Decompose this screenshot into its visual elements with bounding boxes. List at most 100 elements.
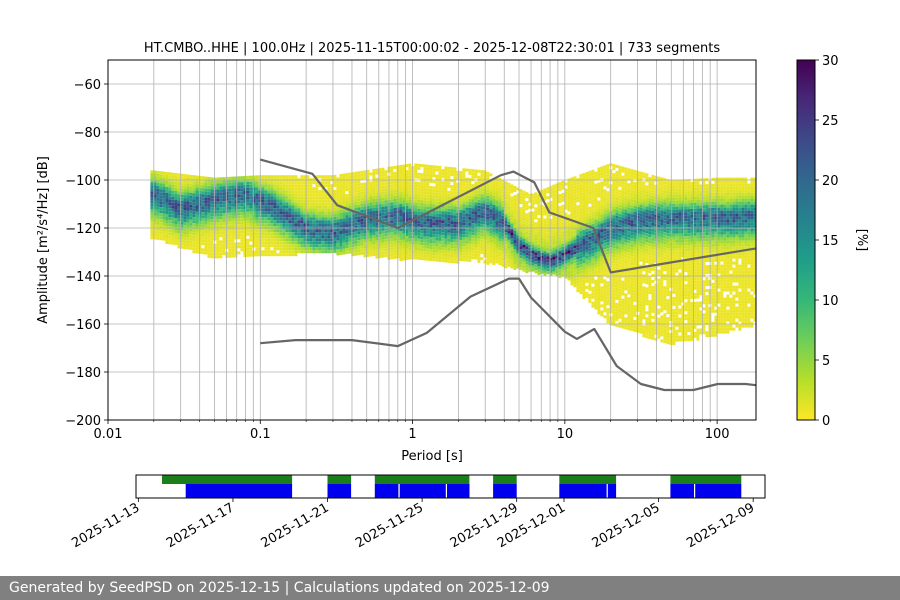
heatmap-cell xyxy=(585,231,589,235)
heatmap-cell xyxy=(414,190,418,194)
heatmap-cell xyxy=(222,231,226,235)
heatmap-cell xyxy=(597,293,601,297)
heatmap-cell xyxy=(351,172,355,176)
heatmap-cell xyxy=(153,230,157,234)
heatmap-cell xyxy=(294,229,298,233)
heatmap-cell xyxy=(321,181,325,185)
heatmap-cell xyxy=(612,176,616,180)
heatmap-cell xyxy=(564,197,568,201)
heatmap-cell xyxy=(222,192,226,196)
heatmap-cell xyxy=(438,216,442,220)
heatmap-cell xyxy=(222,234,226,238)
heatmap-cell xyxy=(162,228,166,232)
heatmap-cell xyxy=(417,166,421,170)
heatmap-cell xyxy=(159,171,163,175)
heatmap-cell xyxy=(267,193,271,197)
heatmap-cell xyxy=(459,210,463,213)
heatmap-cell xyxy=(186,240,190,244)
heatmap-cell xyxy=(399,204,403,207)
heatmap-cell xyxy=(399,183,403,186)
heatmap-cell xyxy=(327,232,331,236)
heatmap-cell xyxy=(435,258,439,262)
heatmap-cell xyxy=(312,220,316,224)
heatmap-cell xyxy=(189,213,193,217)
heatmap-cell xyxy=(297,229,301,233)
heatmap-cell xyxy=(612,281,616,285)
heatmap-cell xyxy=(195,229,199,233)
heatmap-cell xyxy=(624,176,628,180)
heatmap-cell xyxy=(420,173,424,177)
heatmap-cell xyxy=(543,206,547,210)
heatmap-cell xyxy=(324,193,328,197)
heatmap-cell xyxy=(267,244,271,248)
heatmap-cell xyxy=(453,200,457,204)
heatmap-cell xyxy=(399,231,403,234)
heatmap-cell xyxy=(291,238,295,242)
heatmap-cell xyxy=(276,244,280,248)
heatmap-cell xyxy=(426,167,430,171)
heatmap-cell xyxy=(150,176,154,180)
heatmap-cell xyxy=(237,209,241,213)
heatmap-cell xyxy=(633,187,637,191)
heatmap-cell xyxy=(216,195,220,199)
heatmap-cell xyxy=(558,239,562,243)
heatmap-cell xyxy=(327,202,331,206)
heatmap-cell xyxy=(315,220,319,224)
heatmap-cell xyxy=(351,181,355,185)
heatmap-cell xyxy=(426,179,430,183)
heatmap-cell xyxy=(222,183,226,187)
heatmap-cell xyxy=(288,193,292,197)
heatmap-cell xyxy=(366,235,370,239)
heatmap-cell xyxy=(444,190,448,194)
heatmap-cell xyxy=(588,218,592,222)
heatmap-cell xyxy=(573,179,577,183)
heatmap-cell xyxy=(450,185,454,189)
heatmap-cell xyxy=(555,195,559,199)
heatmap-cell xyxy=(177,218,181,222)
heatmap-cell xyxy=(150,236,154,240)
heatmap-cell xyxy=(444,238,448,242)
heatmap-cell xyxy=(273,247,277,251)
heatmap-cell xyxy=(420,179,424,183)
heatmap-cell xyxy=(630,229,634,233)
heatmap-cell xyxy=(210,195,214,199)
heatmap-cell xyxy=(504,223,508,227)
heatmap-cell xyxy=(603,198,607,202)
heatmap-cell xyxy=(243,197,247,200)
heatmap-cell xyxy=(213,243,217,247)
heatmap-cell xyxy=(390,220,394,224)
heatmap-cell xyxy=(276,211,280,215)
heatmap-cell xyxy=(618,324,622,328)
heatmap-cell xyxy=(453,194,457,198)
heatmap-cell xyxy=(633,307,637,311)
heatmap-cell xyxy=(618,234,622,238)
heatmap-cell xyxy=(279,211,283,215)
heatmap-cell xyxy=(285,253,289,257)
heatmap-cell xyxy=(282,190,286,194)
heatmap-cell xyxy=(216,180,220,184)
heatmap-cell xyxy=(429,195,433,198)
heatmap-cell xyxy=(618,297,622,301)
heatmap-cell xyxy=(360,245,364,249)
heatmap-cell xyxy=(600,313,604,317)
heatmap-cell xyxy=(414,166,418,170)
heatmap-cell xyxy=(216,216,220,220)
heatmap-cell xyxy=(612,287,616,291)
heatmap-cell xyxy=(267,223,271,227)
heatmap-cell xyxy=(600,268,604,272)
heatmap-cell xyxy=(516,253,520,257)
heatmap-cell xyxy=(591,193,595,197)
heatmap-cell xyxy=(612,302,616,306)
heatmap-cell xyxy=(618,201,622,205)
heatmap-cell xyxy=(192,175,196,179)
heatmap-cell xyxy=(603,315,607,319)
heatmap-cell xyxy=(279,193,283,197)
heatmap-cell xyxy=(372,175,376,178)
heatmap-cell xyxy=(621,199,625,203)
heatmap-cell xyxy=(630,181,634,185)
heatmap-cell xyxy=(603,180,607,184)
heatmap-cell xyxy=(363,176,367,180)
heatmap-cell xyxy=(342,200,346,204)
heatmap-cell xyxy=(555,255,559,259)
heatmap-cell xyxy=(372,187,376,190)
